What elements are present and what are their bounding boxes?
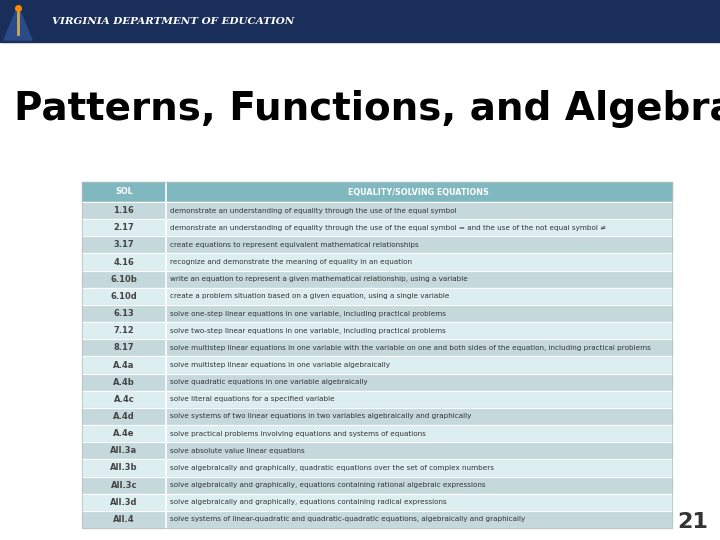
Text: 8.17: 8.17: [114, 343, 134, 352]
Bar: [82, 237, 672, 253]
Text: 21: 21: [677, 512, 708, 532]
Text: AII.3b: AII.3b: [110, 463, 138, 472]
Bar: [82, 202, 672, 219]
Text: solve practical problems involving equations and systems of equations: solve practical problems involving equat…: [170, 430, 426, 437]
Text: A.4a: A.4a: [113, 361, 135, 369]
Text: 3.17: 3.17: [114, 240, 134, 249]
Text: solve multistep linear equations in one variable with the variable on one and bo: solve multistep linear equations in one …: [170, 345, 651, 351]
Text: solve multistep linear equations in one variable algebraically: solve multistep linear equations in one …: [170, 362, 390, 368]
Text: 7.12: 7.12: [114, 326, 134, 335]
Text: solve absolute value linear equations: solve absolute value linear equations: [170, 448, 305, 454]
Text: AII.3d: AII.3d: [110, 498, 138, 507]
Text: AII.3a: AII.3a: [110, 446, 138, 455]
Bar: [82, 494, 672, 511]
Text: VIRGINIA DEPARTMENT OF EDUCATION: VIRGINIA DEPARTMENT OF EDUCATION: [52, 17, 294, 25]
Bar: [82, 322, 672, 339]
Text: 1.16: 1.16: [114, 206, 135, 215]
Text: solve algebraically and graphically, equations containing radical expressions: solve algebraically and graphically, equ…: [170, 500, 446, 505]
Text: 6.13: 6.13: [114, 309, 134, 318]
Text: A.4d: A.4d: [113, 412, 135, 421]
Bar: [82, 339, 672, 356]
Text: AII.3c: AII.3c: [111, 481, 137, 490]
Bar: [82, 219, 672, 237]
Bar: [82, 476, 672, 494]
Text: create equations to represent equivalent mathematical relationships: create equations to represent equivalent…: [170, 242, 418, 248]
Bar: [0, 0, 720, 42]
Text: solve systems of linear-quadratic and quadratic-quadratic equations, algebraical: solve systems of linear-quadratic and qu…: [170, 516, 525, 522]
Bar: [82, 271, 672, 288]
Text: solve two-step linear equations in one variable, including practical problems: solve two-step linear equations in one v…: [170, 328, 446, 334]
Text: solve one-step linear equations in one variable, including practical problems: solve one-step linear equations in one v…: [170, 310, 446, 316]
Text: SOL: SOL: [115, 187, 132, 197]
Text: solve literal equations for a specified variable: solve literal equations for a specified …: [170, 396, 334, 402]
Text: 4.16: 4.16: [114, 258, 135, 267]
Text: 2.17: 2.17: [114, 223, 134, 232]
Bar: [82, 356, 672, 374]
Polygon shape: [4, 6, 32, 40]
Bar: [82, 182, 672, 202]
Bar: [82, 391, 672, 408]
Text: demonstrate an understanding of equality through the use of the equal symbol = a: demonstrate an understanding of equality…: [170, 225, 606, 231]
Text: EQUALITY/SOLVING EQUATIONS: EQUALITY/SOLVING EQUATIONS: [348, 187, 490, 197]
Text: A.4e: A.4e: [113, 429, 135, 438]
Text: AII.4: AII.4: [113, 515, 135, 524]
Text: solve algebraically and graphically, equations containing rational algebraic exp: solve algebraically and graphically, equ…: [170, 482, 485, 488]
Bar: [82, 305, 672, 322]
Text: demonstrate an understanding of equality through the use of the equal symbol: demonstrate an understanding of equality…: [170, 207, 456, 214]
Text: recognize and demonstrate the meaning of equality in an equation: recognize and demonstrate the meaning of…: [170, 259, 412, 265]
Text: A.4c: A.4c: [114, 395, 134, 404]
Text: write an equation to represent a given mathematical relationship, using a variab: write an equation to represent a given m…: [170, 276, 467, 282]
Text: 6.10b: 6.10b: [110, 275, 138, 284]
Text: solve quadratic equations in one variable algebraically: solve quadratic equations in one variabl…: [170, 379, 367, 385]
Bar: [82, 182, 672, 528]
Bar: [82, 408, 672, 425]
Text: solve algebraically and graphically, quadratic equations over the set of complex: solve algebraically and graphically, qua…: [170, 465, 494, 471]
Bar: [82, 425, 672, 442]
Bar: [82, 253, 672, 271]
Text: solve systems of two linear equations in two variables algebraically and graphic: solve systems of two linear equations in…: [170, 414, 471, 420]
Bar: [82, 288, 672, 305]
Bar: [82, 374, 672, 391]
Bar: [82, 460, 672, 476]
Bar: [82, 511, 672, 528]
Text: A.4b: A.4b: [113, 377, 135, 387]
Text: Patterns, Functions, and Algebra Sort Key: Patterns, Functions, and Algebra Sort Ke…: [14, 90, 720, 128]
Text: create a problem situation based on a given equation, using a single variable: create a problem situation based on a gi…: [170, 293, 449, 299]
Text: 6.10d: 6.10d: [110, 292, 138, 301]
Bar: [82, 442, 672, 460]
